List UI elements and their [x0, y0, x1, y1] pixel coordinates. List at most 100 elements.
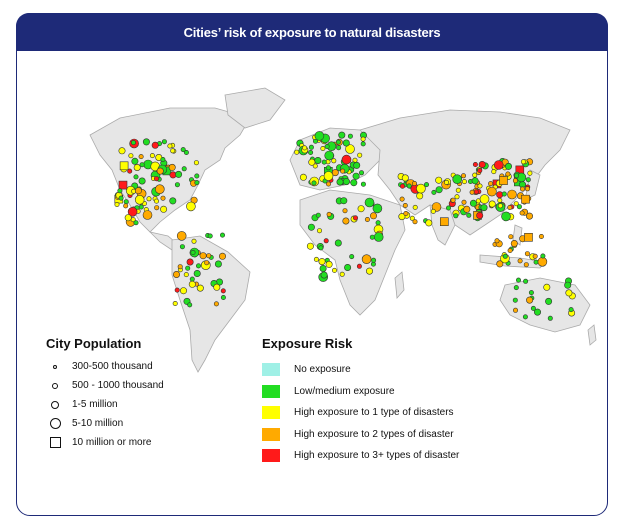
exposure-risk-legend-heading: Exposure Risk: [262, 336, 353, 351]
city-marker: [455, 187, 461, 193]
city-marker: [131, 157, 139, 165]
city-marker: [358, 170, 364, 176]
city-marker: [124, 214, 132, 222]
city-marker: [364, 217, 370, 223]
city-marker: [142, 138, 150, 146]
city-marker: [315, 212, 321, 218]
city-marker: [324, 144, 330, 150]
city-marker: [412, 204, 418, 210]
risk-legend-item: High exposure to 1 type of disasters: [262, 402, 459, 424]
risk-legend-item: Low/medium exposure: [262, 381, 459, 403]
city-marker: [320, 271, 328, 279]
city-marker: [466, 212, 472, 218]
city-marker: [187, 302, 193, 308]
city-marker: [369, 234, 375, 240]
city-marker: [402, 203, 408, 209]
city-markers: [114, 131, 576, 321]
city-marker: [488, 200, 496, 208]
city-marker: [527, 170, 533, 176]
city-marker: [510, 240, 518, 248]
city-marker: [493, 160, 504, 170]
city-marker: [469, 199, 477, 207]
city-marker: [357, 152, 363, 158]
city-marker: [373, 232, 384, 242]
city-marker: [118, 195, 124, 201]
city-marker: [344, 263, 352, 271]
city-marker: [450, 197, 456, 203]
city-marker: [307, 223, 315, 231]
city-marker: [318, 245, 324, 251]
city-marker: [160, 205, 168, 213]
circle-tiny-icon: [53, 364, 57, 369]
city-marker: [516, 204, 522, 210]
city-marker: [154, 198, 160, 204]
city-marker: [214, 260, 222, 268]
greenland: [224, 87, 286, 129]
city-marker: [411, 181, 417, 187]
city-marker: [445, 205, 451, 211]
city-marker: [193, 160, 199, 166]
megacity-marker: [521, 194, 530, 204]
city-marker: [533, 308, 541, 316]
city-marker: [537, 256, 548, 267]
city-marker: [180, 147, 186, 153]
city-marker: [364, 197, 375, 208]
city-marker: [160, 157, 166, 163]
risk-legend-item: High exposure to 3+ types of disaster: [262, 445, 459, 467]
city-marker: [342, 208, 348, 214]
city-marker: [131, 140, 137, 146]
megacity-marker: [439, 217, 449, 226]
city-marker: [375, 220, 381, 226]
circle-large-icon: [49, 418, 61, 429]
city-marker: [123, 199, 129, 205]
city-marker: [194, 173, 200, 179]
city-marker: [494, 238, 500, 244]
city-marker: [345, 144, 355, 154]
city-marker: [341, 154, 352, 165]
city-marker: [219, 252, 227, 260]
city-marker: [138, 154, 144, 160]
city-marker: [180, 287, 188, 295]
city-marker: [154, 205, 160, 211]
city-marker: [117, 188, 123, 194]
risk-legend-label: High exposure to 2 types of disaster: [294, 428, 454, 440]
city-marker: [160, 195, 166, 201]
city-marker: [497, 197, 503, 203]
city-marker: [399, 183, 405, 189]
city-marker: [176, 231, 187, 241]
city-marker: [469, 189, 475, 195]
city-marker: [369, 212, 377, 220]
city-marker: [412, 219, 418, 225]
city-marker: [360, 181, 366, 187]
city-marker: [488, 181, 494, 187]
megacity-marker: [524, 233, 533, 242]
population-legend-heading: City Population: [46, 336, 142, 351]
city-marker: [299, 173, 307, 181]
city-marker: [196, 263, 202, 269]
city-marker: [517, 258, 523, 264]
circle-medium-icon: [51, 400, 59, 409]
city-marker: [543, 283, 551, 291]
city-marker: [151, 141, 159, 149]
city-marker: [127, 207, 138, 217]
city-marker: [478, 161, 486, 169]
city-marker: [513, 201, 519, 207]
city-marker: [133, 220, 139, 226]
no-exposure-swatch: [262, 363, 280, 377]
city-marker: [336, 145, 342, 151]
city-marker: [477, 168, 483, 174]
city-marker: [128, 153, 134, 159]
circle-small-icon: [52, 382, 58, 389]
population-legend-item: 5-10 million: [46, 414, 164, 433]
city-marker: [461, 199, 467, 205]
megacity-marker: [118, 180, 128, 190]
city-marker: [189, 276, 195, 282]
city-marker: [169, 197, 177, 205]
city-marker: [334, 239, 342, 247]
city-marker: [308, 150, 314, 156]
city-marker: [134, 195, 145, 205]
city-marker: [525, 177, 531, 183]
city-marker: [206, 253, 212, 259]
city-marker: [213, 301, 219, 307]
city-marker: [325, 260, 333, 268]
